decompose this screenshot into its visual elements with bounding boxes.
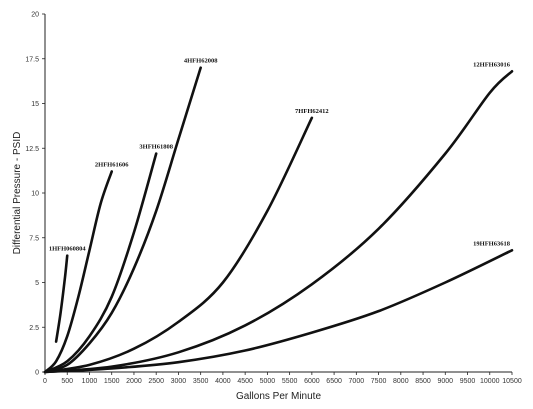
series-lines <box>43 66 514 374</box>
y-tick-label: 2.5 <box>29 325 39 332</box>
series-line-7hfh62412 <box>43 116 314 374</box>
x-tick-label: 1500 <box>104 378 120 385</box>
series-line-3hfh61808 <box>43 152 158 374</box>
series-label: 2HFH61606 <box>95 162 129 169</box>
y-tick-label: 0 <box>35 370 39 377</box>
y-ticks: 0 2.5 5 7.5 10 12.5 15 17.5 20 <box>25 12 45 377</box>
series-label: 3HFH61808 <box>139 144 173 151</box>
y-tick-label: 20 <box>31 12 39 19</box>
y-tick-label: 10 <box>31 191 39 198</box>
series-label: 19HFH63618 <box>473 240 511 247</box>
y-tick-label: 7.5 <box>29 235 39 242</box>
series-label: 4HFH62008 <box>184 58 218 65</box>
y-tick-label: 17.5 <box>25 56 39 63</box>
x-tick-label: 10000 <box>480 378 500 385</box>
x-tick-label: 6500 <box>326 378 342 385</box>
y-tick-label: 12.5 <box>25 146 39 153</box>
x-tick-label: 7000 <box>349 378 365 385</box>
x-ticks: 0 500 1000 1500 2000 2500 3000 3500 4000 4500 5000… <box>43 372 522 385</box>
series-label: 1HFH060804 <box>49 246 87 253</box>
series-line-12hfh63016 <box>43 69 514 374</box>
y-tick-label: 5 <box>35 280 39 287</box>
x-tick-label: 3000 <box>171 378 187 385</box>
series-label: 12HFH63016 <box>473 61 511 68</box>
x-tick-label: 2000 <box>126 378 142 385</box>
x-tick-label: 5500 <box>282 378 298 385</box>
x-tick-label: 10500 <box>502 378 522 385</box>
x-tick-label: 5000 <box>260 378 276 385</box>
x-tick-label: 1000 <box>82 378 98 385</box>
y-tick-label: 15 <box>31 101 39 108</box>
series-line-19hfh63618 <box>43 248 514 374</box>
x-tick-label: 3500 <box>193 378 209 385</box>
x-axis-title: Gallons Per Minute <box>236 391 321 402</box>
x-tick-label: 500 <box>61 378 73 385</box>
series-labels: 1HFH060804 2HFH61606 3HFH61808 4HFH62008 7HF… <box>49 58 511 253</box>
x-tick-label: 8500 <box>415 378 431 385</box>
x-tick-label: 2500 <box>148 378 164 385</box>
y-axis-title: Differential Pressure - PSID <box>12 132 23 255</box>
x-tick-label: 4000 <box>215 378 231 385</box>
series-label: 7HFH62412 <box>295 108 329 115</box>
x-tick-label: 7500 <box>371 378 387 385</box>
axes <box>44 14 512 373</box>
x-tick-label: 0 <box>43 378 47 385</box>
x-tick-label: 8000 <box>393 378 409 385</box>
x-tick-label: 4500 <box>237 378 253 385</box>
series-line-1hfh060804 <box>54 254 69 343</box>
series-line-2hfh61606 <box>43 170 114 374</box>
x-tick-label: 9500 <box>460 378 476 385</box>
series-line-4hfh62008 <box>43 66 202 374</box>
x-tick-label: 6000 <box>304 378 320 385</box>
x-tick-label: 9000 <box>437 378 453 385</box>
